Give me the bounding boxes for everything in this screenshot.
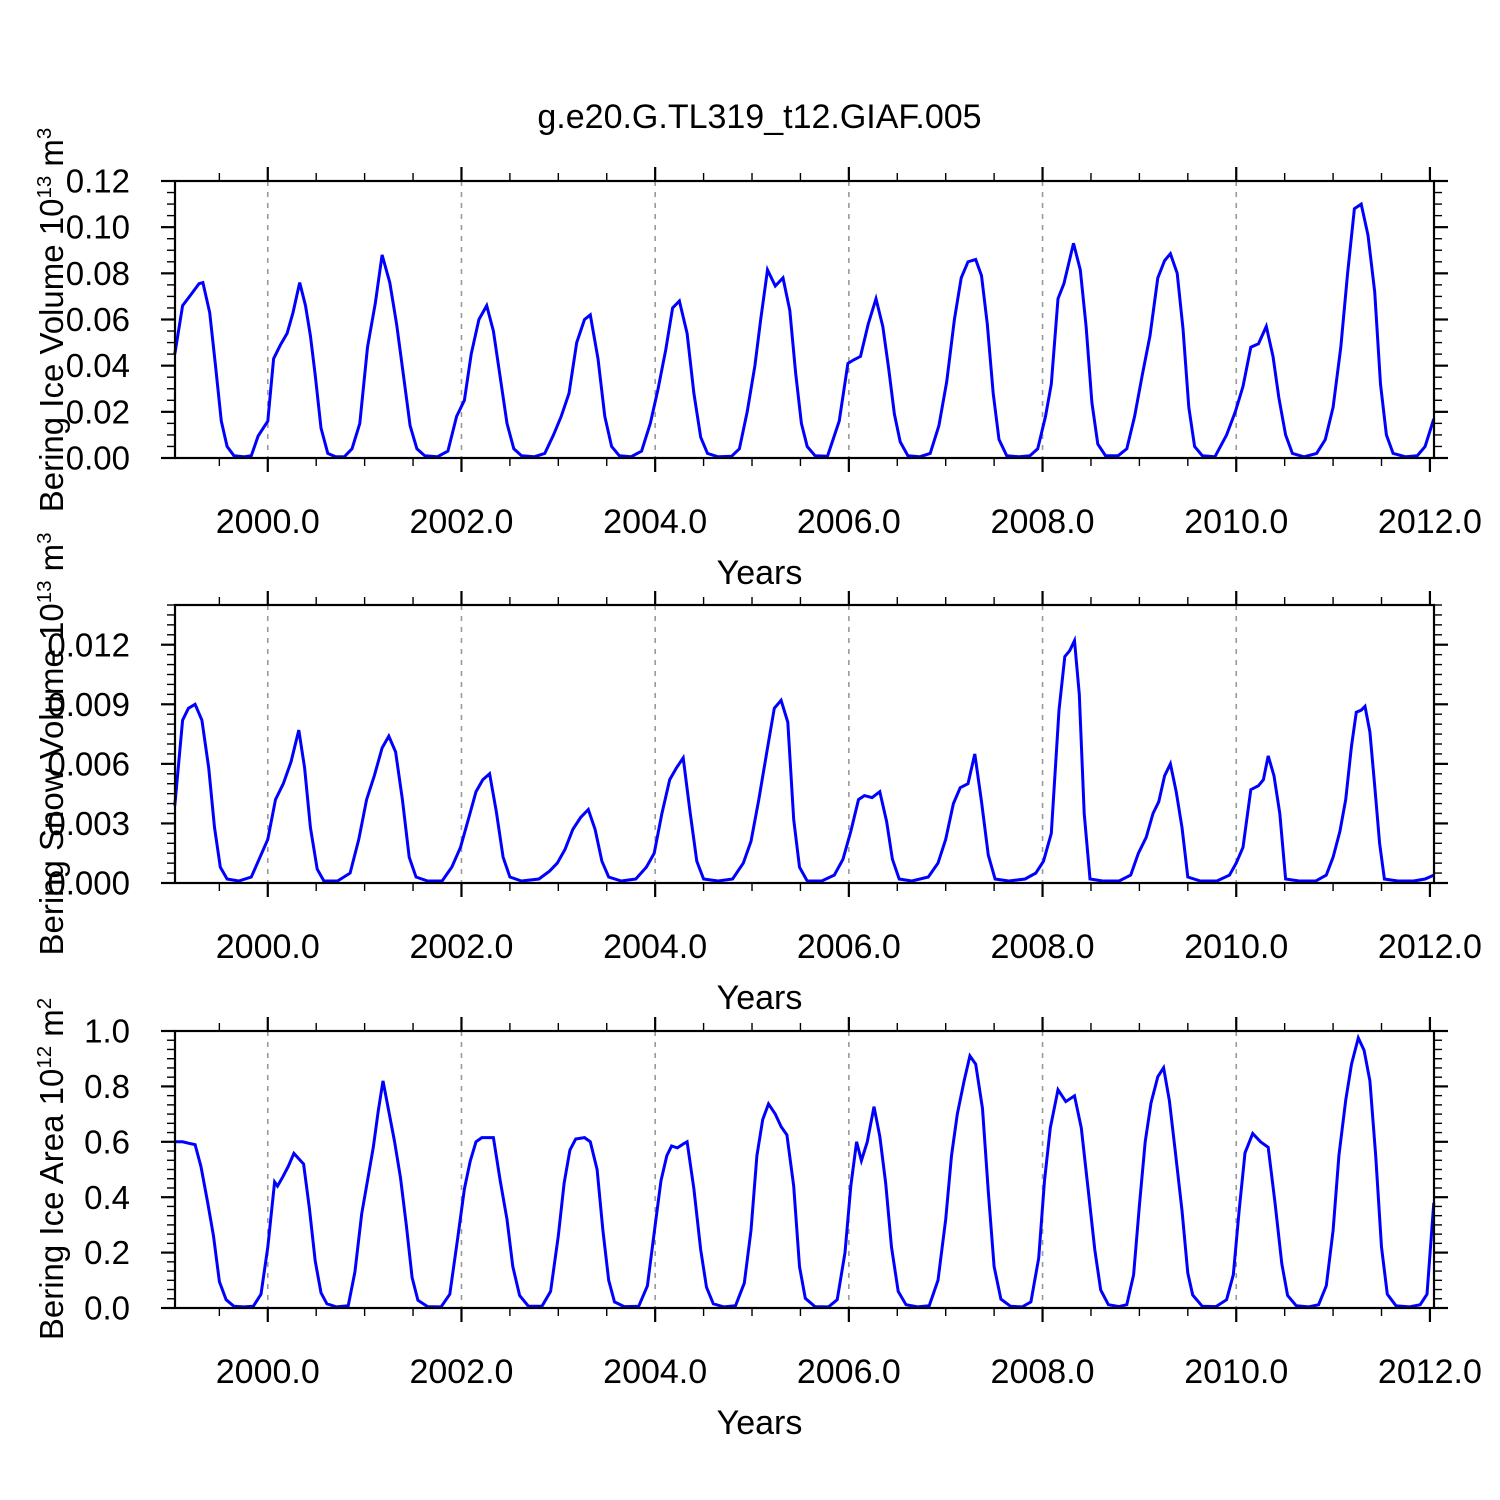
y-tick-label: 0.012 [47, 626, 130, 663]
x-tick-label: 2002.0 [409, 1353, 513, 1391]
x-tick-label: 2008.0 [991, 928, 1095, 966]
y-tick-label: 0.0 [84, 1290, 130, 1327]
y-tick-label: 0.2 [84, 1234, 130, 1271]
y-tick-label: 0.08 [66, 255, 130, 292]
x-axis-label-panel-1: Years [716, 554, 803, 592]
y-axis-label-exponent: 12 [33, 1045, 56, 1069]
series-line [174, 1033, 1436, 1309]
x-tick-label: 2000.0 [216, 928, 320, 966]
y-tick-label: 0.000 [47, 865, 130, 902]
y-tick-label: 0.6 [84, 1123, 130, 1160]
x-axis-label-panel-3: Years [716, 1404, 803, 1442]
x-tick-label: 2004.0 [603, 1353, 707, 1391]
x-tick-label: 2010.0 [1184, 503, 1288, 541]
y-axis-label-unit-exponent: 3 [33, 532, 56, 544]
x-tick-label: 2008.0 [991, 503, 1095, 541]
x-tick-label: 2006.0 [797, 928, 901, 966]
y-axis-label-unit: m [33, 1009, 70, 1046]
x-tick-label: 2008.0 [991, 1353, 1095, 1391]
y-tick-label: 0.04 [66, 347, 130, 384]
y-axis-label-exponent: 13 [33, 175, 56, 199]
y-axis-label-unit-exponent: 2 [33, 997, 56, 1010]
y-axis-label-unit-exponent: 3 [33, 127, 56, 140]
y-tick-label: 0.8 [84, 1068, 130, 1105]
y-tick-label: 0.009 [47, 686, 130, 723]
x-tick-label: 2000.0 [216, 503, 320, 541]
x-tick-label: 2002.0 [409, 928, 513, 966]
y-tick-label: 0.02 [66, 393, 130, 430]
x-tick-label: 2006.0 [797, 503, 901, 541]
y-axis-label-text: Bering Ice Area 10 [33, 1068, 70, 1341]
y-axis-label-unit: m [33, 543, 70, 581]
x-tick-label: 2012.0 [1378, 928, 1482, 966]
chart-title: g.e20.G.TL319_t12.GIAF.005 [537, 98, 982, 136]
x-tick-label: 2004.0 [603, 503, 707, 541]
x-tick-label: 2006.0 [797, 1353, 901, 1391]
series-line [173, 635, 1435, 883]
series-line [173, 201, 1436, 459]
x-tick-label: 2012.0 [1378, 503, 1482, 541]
x-axis-label-panel-2: Years [716, 979, 803, 1017]
y-axis-label-ice-area: Bering Ice Area 1012 m2 [23, 869, 70, 1469]
x-tick-label: 2010.0 [1184, 1353, 1288, 1391]
x-tick-label: 2004.0 [603, 928, 707, 966]
x-tick-label: 2002.0 [409, 503, 513, 541]
y-tick-label: 0.12 [66, 163, 130, 200]
axis-frame [173, 1029, 1436, 1310]
y-axis-label-exponent: 13 [33, 580, 56, 604]
y-tick-label: 0.003 [47, 805, 130, 842]
y-tick-label: 0.4 [84, 1179, 130, 1216]
y-tick-label: 0.06 [66, 301, 130, 338]
y-tick-label: 0.00 [66, 440, 130, 477]
y-tick-label: 1.0 [84, 1013, 130, 1050]
y-tick-label: 0.006 [47, 745, 130, 782]
x-tick-label: 2010.0 [1184, 928, 1288, 966]
x-tick-label: 2012.0 [1378, 1353, 1482, 1391]
x-tick-label: 2000.0 [216, 1353, 320, 1391]
y-tick-label: 0.10 [66, 209, 130, 246]
y-axis-label-unit: m [33, 139, 70, 176]
